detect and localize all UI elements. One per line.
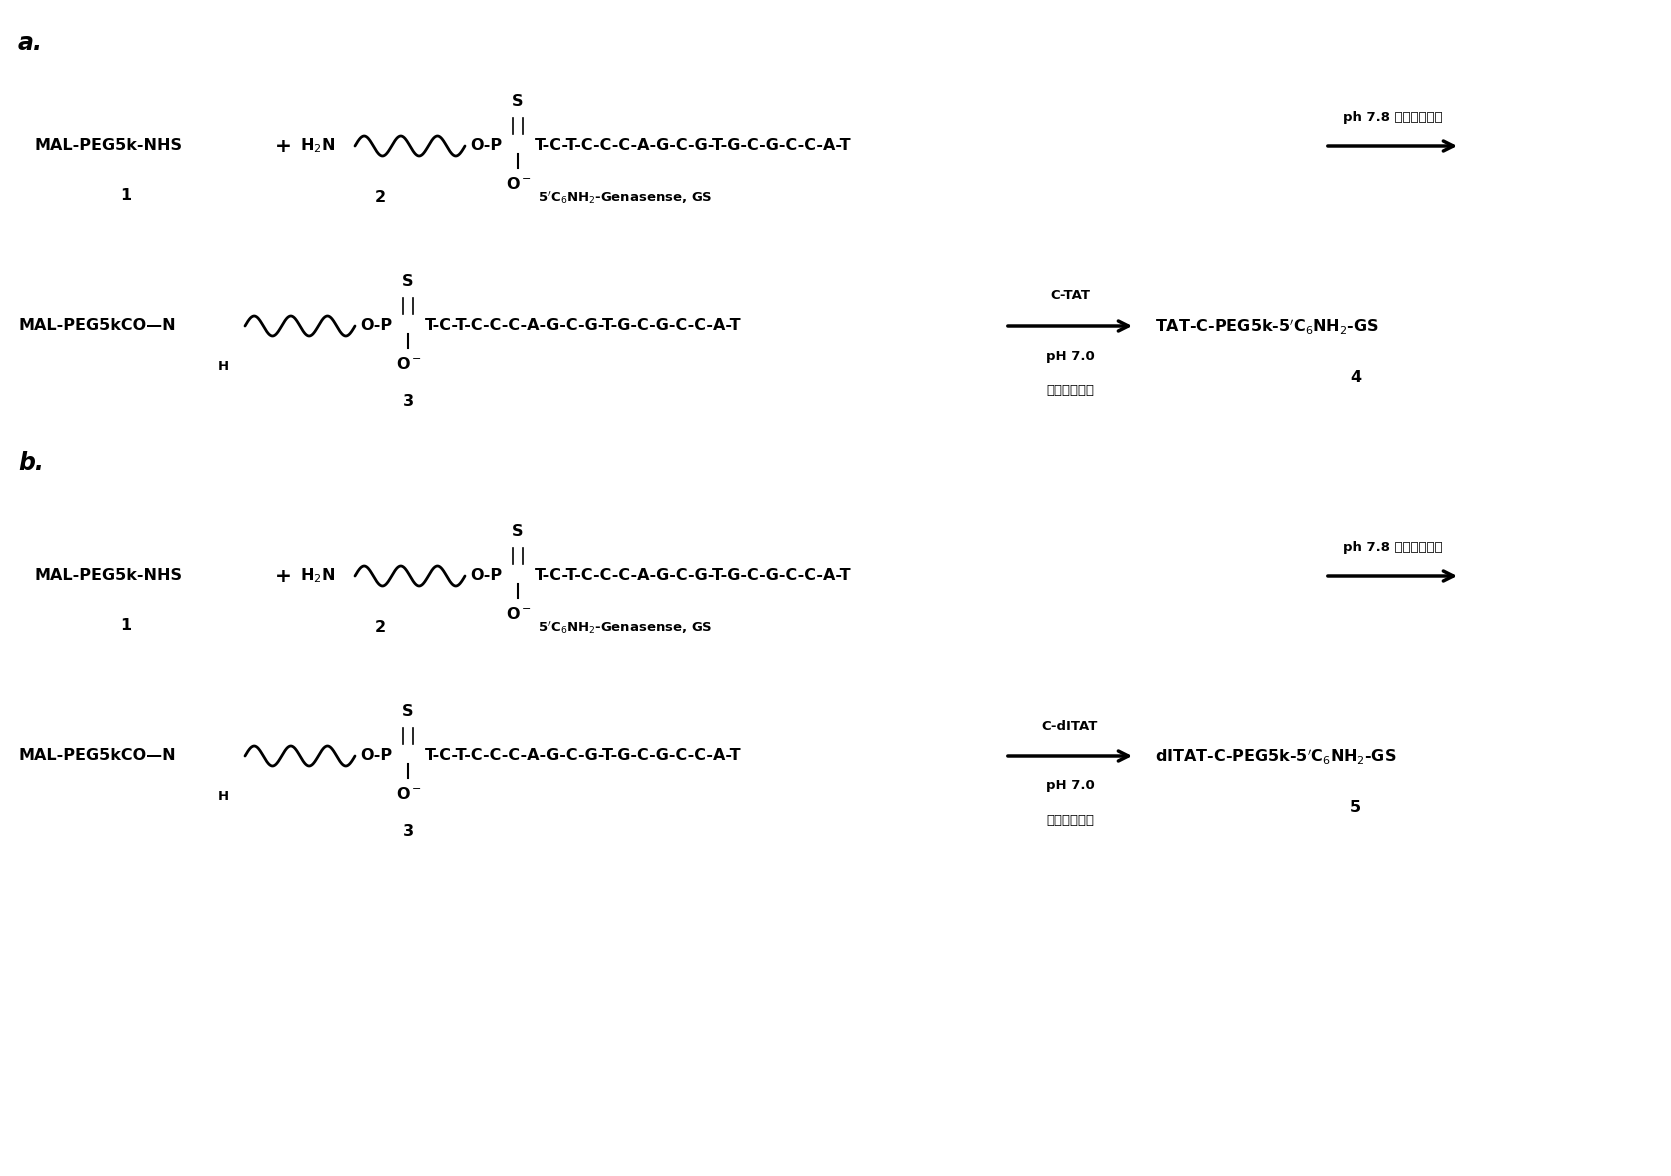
- Text: a.: a.: [18, 31, 43, 55]
- Text: O-P: O-P: [359, 748, 393, 763]
- Text: dITAT-C-PEG5k-5$'$C$_6$NH$_2$-GS: dITAT-C-PEG5k-5$'$C$_6$NH$_2$-GS: [1155, 746, 1397, 766]
- Text: b.: b.: [18, 452, 43, 475]
- Text: pH 7.0: pH 7.0: [1046, 780, 1095, 793]
- Text: H$_2$N: H$_2$N: [301, 567, 336, 586]
- Text: O$^-$: O$^-$: [506, 176, 531, 192]
- Text: O-P: O-P: [470, 139, 501, 154]
- Text: T-C-T-C-C-C-A-G-C-G-T-G-C-G-C-C-A-T: T-C-T-C-C-C-A-G-C-G-T-G-C-G-C-C-A-T: [535, 568, 852, 583]
- Text: 1: 1: [120, 619, 130, 634]
- Text: H$_2$N: H$_2$N: [301, 136, 336, 155]
- Text: +: +: [276, 136, 292, 155]
- Text: S: S: [513, 523, 523, 539]
- Text: O$^-$: O$^-$: [396, 786, 423, 802]
- Text: 5: 5: [1350, 801, 1362, 815]
- Text: H: H: [217, 360, 229, 373]
- Text: T-C-T-C-C-C-A-G-C-G-T-G-C-G-C-C-A-T: T-C-T-C-C-C-A-G-C-G-T-G-C-G-C-C-A-T: [424, 319, 742, 334]
- Text: S: S: [403, 274, 414, 288]
- Text: ph 7.8 磷酸盐缓冲液: ph 7.8 磷酸盐缓冲液: [1343, 541, 1442, 555]
- Text: 5$'$C$_6$NH$_2$-Genasense, GS: 5$'$C$_6$NH$_2$-Genasense, GS: [538, 189, 712, 206]
- Text: MAL-PEG5k-NHS: MAL-PEG5k-NHS: [35, 139, 184, 154]
- Text: H: H: [217, 789, 229, 802]
- Text: C-dITAT: C-dITAT: [1041, 720, 1098, 733]
- Text: pH 7.0: pH 7.0: [1046, 349, 1095, 362]
- Text: 2: 2: [374, 621, 386, 635]
- Text: 3: 3: [403, 394, 413, 408]
- Text: S: S: [513, 94, 523, 108]
- Text: 1: 1: [120, 188, 130, 203]
- Text: 磷酸盐缓冲液: 磷酸盐缓冲液: [1046, 385, 1095, 397]
- Text: ph 7.8 磷酸盐缓冲液: ph 7.8 磷酸盐缓冲液: [1343, 112, 1442, 125]
- Text: C-TAT: C-TAT: [1049, 289, 1089, 302]
- Text: 4: 4: [1350, 370, 1362, 386]
- Text: TAT-C-PEG5k-5$'$C$_6$NH$_2$-GS: TAT-C-PEG5k-5$'$C$_6$NH$_2$-GS: [1155, 316, 1379, 336]
- Text: 3: 3: [403, 823, 413, 838]
- Text: MAL-PEG5kCO—N: MAL-PEG5kCO—N: [18, 319, 175, 334]
- Text: S: S: [403, 703, 414, 719]
- Text: T-C-T-C-C-C-A-G-C-G-T-G-C-G-C-C-A-T: T-C-T-C-C-C-A-G-C-G-T-G-C-G-C-C-A-T: [535, 139, 852, 154]
- Text: O-P: O-P: [470, 568, 501, 583]
- Text: MAL-PEG5k-NHS: MAL-PEG5k-NHS: [35, 568, 184, 583]
- Text: T-C-T-C-C-C-A-G-C-G-T-G-C-G-C-C-A-T: T-C-T-C-C-C-A-G-C-G-T-G-C-G-C-C-A-T: [424, 748, 742, 763]
- Text: 5$'$C$_6$NH$_2$-Genasense, GS: 5$'$C$_6$NH$_2$-Genasense, GS: [538, 620, 712, 636]
- Text: O$^-$: O$^-$: [396, 356, 423, 372]
- Text: MAL-PEG5kCO—N: MAL-PEG5kCO—N: [18, 748, 175, 763]
- Text: 磷酸盐缓冲液: 磷酸盐缓冲液: [1046, 815, 1095, 828]
- Text: O-P: O-P: [359, 319, 393, 334]
- Text: 2: 2: [374, 191, 386, 206]
- Text: O$^-$: O$^-$: [506, 606, 531, 622]
- Text: +: +: [276, 567, 292, 586]
